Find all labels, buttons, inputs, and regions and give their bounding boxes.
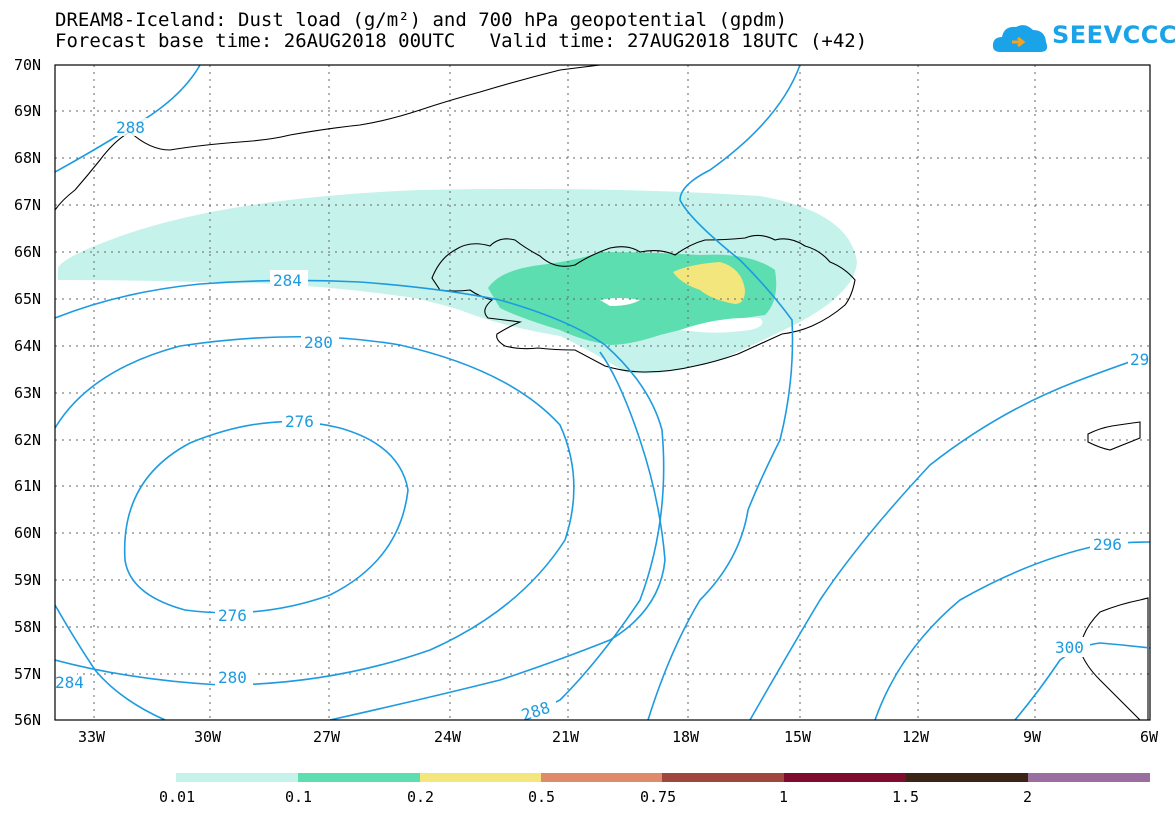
contour-276 [123, 420, 409, 614]
lat-label: 62N [14, 431, 41, 449]
lat-label: 58N [14, 618, 41, 636]
colorbar-swatch [541, 773, 662, 782]
lon-label: 33W [78, 728, 106, 746]
contour-284-sw [55, 604, 166, 720]
colorbar-label: 1.5 [892, 788, 919, 806]
lon-label: 21W [552, 728, 580, 746]
contour-label-288: 288 [116, 118, 145, 137]
lon-label: 24W [434, 728, 462, 746]
lat-label: 66N [14, 243, 41, 261]
lon-label: 30W [194, 728, 222, 746]
faroe-coast [1087, 421, 1141, 451]
contour-label-284: 284 [273, 271, 302, 290]
contour-284 [55, 279, 665, 720]
colorbar-swatch [1028, 773, 1150, 782]
greenland-coast [55, 65, 601, 211]
lat-label: 69N [14, 102, 41, 120]
longitude-labels: 33W 30W 27W 24W 21W 18W 15W 12W 9W 6W [78, 728, 1159, 746]
contour-288-south [329, 351, 666, 720]
lat-label: 70N [14, 56, 41, 74]
colorbar-swatch [176, 773, 298, 782]
lat-label: 57N [14, 665, 41, 683]
lat-label: 68N [14, 149, 41, 167]
geopotential-contours [55, 65, 1150, 720]
lon-label: 12W [902, 728, 930, 746]
iceland-coast [431, 234, 856, 373]
contour-label-276-top: 276 [285, 412, 314, 431]
lon-label: 6W [1140, 728, 1159, 746]
colorbar-swatch [420, 773, 541, 782]
colorbar-swatch [906, 773, 1028, 782]
dust-area-medium [673, 262, 745, 304]
colorbar-label: 0.01 [159, 788, 195, 806]
contour-label-296-edge: 29 [1130, 350, 1149, 369]
coastlines [55, 65, 1149, 720]
lon-label: 9W [1023, 728, 1042, 746]
map-frame [54, 64, 1151, 721]
lat-label: 67N [14, 196, 41, 214]
latitude-labels: 70N 69N 68N 67N 66N 65N 64N 63N 62N 61N … [14, 56, 41, 729]
lat-label: 61N [14, 477, 41, 495]
colorbar-label: 0.5 [528, 788, 555, 806]
contour-296-east [749, 354, 1150, 720]
colorbar-label: 0.2 [407, 788, 434, 806]
colorbar-label: 0.1 [285, 788, 312, 806]
lat-label: 63N [14, 384, 41, 402]
lat-label: 59N [14, 571, 41, 589]
dust-gap-b [600, 298, 640, 306]
map-subtitle: Forecast base time: 26AUG2018 00UTC Vali… [55, 30, 868, 52]
colorbar-label: 2 [1023, 788, 1032, 806]
contour-296 [874, 541, 1150, 720]
dust-gap-a [680, 317, 763, 333]
scotland-coast [1079, 597, 1149, 720]
contour-280 [55, 335, 575, 686]
cloud-icon [992, 25, 1048, 52]
lat-label: 60N [14, 524, 41, 542]
colorbar: 0.01 0.1 0.2 0.5 0.75 1 1.5 2 [159, 773, 1150, 806]
contour-292 [647, 65, 801, 720]
contour-label-276-bottom: 276 [218, 606, 247, 625]
lat-label: 65N [14, 290, 41, 308]
lon-label: 15W [784, 728, 812, 746]
lon-label: 18W [672, 728, 700, 746]
lon-label: 27W [313, 728, 341, 746]
logo-text: SEEVCCC [1052, 21, 1175, 49]
map-title: DREAM8-Iceland: Dust load (g/m²) and 700… [55, 9, 788, 31]
contour-label-284-sw: 284 [55, 673, 84, 692]
lat-label: 64N [14, 337, 41, 355]
colorbar-swatch [298, 773, 420, 782]
contour-label-300: 300 [1055, 638, 1084, 657]
contour-label-280: 280 [304, 333, 333, 352]
lat-label: 56N [14, 711, 41, 729]
colorbar-label: 1 [779, 788, 788, 806]
colorbar-label: 0.75 [640, 788, 676, 806]
dust-shading [58, 188, 857, 374]
contour-label-296: 296 [1093, 535, 1122, 554]
colorbar-swatch [784, 773, 906, 782]
colorbar-swatch [662, 773, 784, 782]
contour-label-280-south: 280 [218, 668, 247, 687]
